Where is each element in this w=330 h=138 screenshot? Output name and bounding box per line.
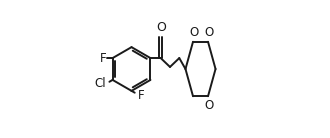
Text: F: F [100, 52, 107, 65]
Text: F: F [138, 89, 144, 102]
Text: O: O [204, 26, 213, 39]
Text: O: O [189, 26, 198, 39]
Text: O: O [204, 99, 213, 112]
Text: Cl: Cl [94, 76, 106, 90]
Text: O: O [156, 21, 166, 34]
